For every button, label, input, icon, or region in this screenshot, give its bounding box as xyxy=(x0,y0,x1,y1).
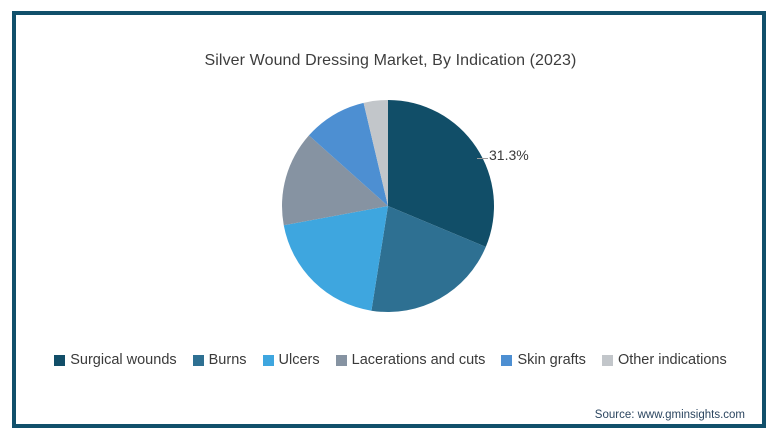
pie-slice-skin-grafts xyxy=(308,102,388,206)
pie-slice-other-indications xyxy=(363,100,388,206)
data-label-leader-line xyxy=(477,158,488,159)
legend-label: Surgical wounds xyxy=(70,352,177,368)
legend-swatch-icon xyxy=(54,354,66,366)
source-text: Source: www.gminsights.com xyxy=(594,409,745,421)
legend-item-surgical-wounds: Surgical wounds xyxy=(54,352,177,368)
legend: Surgical wounds Burns Ulcers Lacerations an… xyxy=(0,352,781,368)
legend-item-lacerations-and-cuts: Lacerations and cuts xyxy=(335,352,486,368)
pie-chart xyxy=(282,100,494,312)
legend-label: Other indications xyxy=(617,352,727,368)
legend-label: Ulcers xyxy=(278,352,320,368)
legend-label: Lacerations and cuts xyxy=(351,352,486,368)
legend-swatch-icon xyxy=(262,354,274,366)
chart-title: Silver Wound Dressing Market, By Indicat… xyxy=(204,52,577,69)
legend-swatch-icon xyxy=(335,354,347,366)
legend-item-ulcers: Ulcers xyxy=(262,352,320,368)
legend-item-other-indications: Other indications xyxy=(601,352,727,368)
legend-label: Burns xyxy=(208,352,247,368)
pie-slice-lacerations-and-cuts xyxy=(282,135,388,226)
pie-slice-burns xyxy=(371,206,486,312)
legend-item-burns: Burns xyxy=(192,352,247,368)
legend-swatch-icon xyxy=(501,354,513,366)
legend-swatch-icon xyxy=(192,354,204,366)
legend-item-skin-grafts: Skin grafts xyxy=(501,352,586,368)
legend-swatch-icon xyxy=(601,354,613,366)
pie-data-label: 31.3% xyxy=(489,147,529,163)
pie-slice-ulcers xyxy=(283,206,388,311)
pie-slice-surgical-wounds xyxy=(388,100,494,247)
legend-label: Skin grafts xyxy=(517,352,586,368)
